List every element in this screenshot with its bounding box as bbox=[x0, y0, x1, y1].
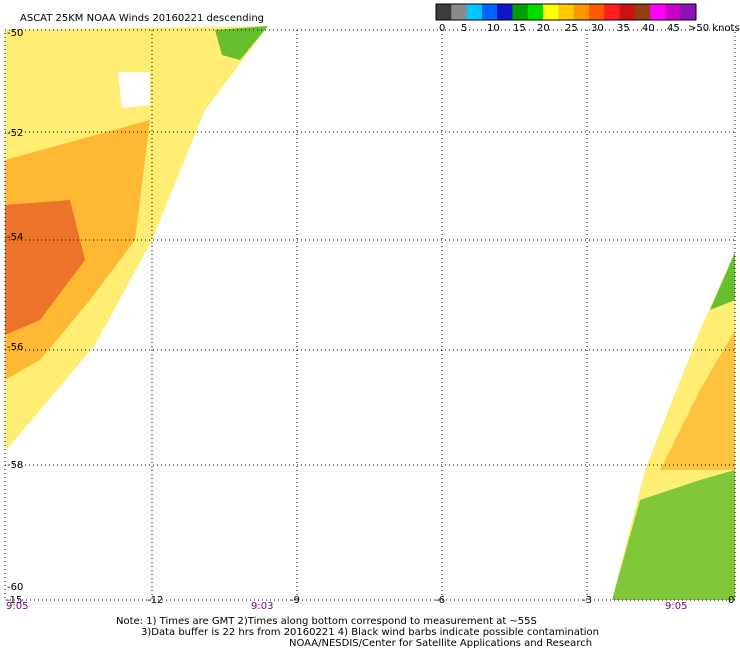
colorbar-border bbox=[435, 3, 697, 21]
colorbar-swatch bbox=[466, 4, 483, 20]
colorbar-label: 0 bbox=[439, 23, 445, 34]
swath-layer bbox=[5, 26, 735, 600]
western-swath-orange bbox=[5, 120, 150, 380]
colorbar-swatch bbox=[665, 4, 682, 20]
colorbar-label: 20 bbox=[537, 23, 550, 34]
colorbar-swatch bbox=[527, 4, 544, 20]
colorbar-label: 40 bbox=[642, 23, 655, 34]
colorbar-swatch bbox=[634, 4, 651, 20]
hole bbox=[118, 72, 150, 108]
longitude-tick: 0 bbox=[728, 595, 734, 606]
latitude-tick: -54 bbox=[7, 232, 23, 243]
latitude-tick: -56 bbox=[7, 342, 23, 353]
pass-time-label: 9:05 bbox=[665, 601, 687, 612]
colorbar-label: >50 knots bbox=[688, 23, 740, 34]
colorbar-swatch bbox=[543, 4, 559, 20]
longitude-tick: -9 bbox=[290, 595, 300, 606]
western-swath-yellow bbox=[5, 26, 268, 448]
footnote-line-2: 3)Data buffer is 22 hrs from 20160221 4)… bbox=[141, 627, 599, 638]
colorbar-swatch bbox=[497, 4, 513, 20]
colorbar-label: 15 bbox=[513, 23, 526, 34]
colorbar-swatch bbox=[451, 4, 468, 20]
colorbar-label: 5 bbox=[461, 23, 467, 34]
colorbar-swatch bbox=[573, 4, 590, 20]
colorbar-swatch bbox=[604, 4, 621, 20]
western-swath-green bbox=[215, 26, 268, 60]
eastern-swath-green-north bbox=[710, 252, 735, 310]
colorbar-swatch bbox=[512, 4, 529, 20]
colorbar-swatch bbox=[558, 4, 575, 20]
latitude-tick: -58 bbox=[7, 460, 23, 471]
colorbar-label: 10 bbox=[487, 23, 500, 34]
colorbar-swatch bbox=[680, 4, 697, 20]
longitude-tick: -3 bbox=[582, 595, 592, 606]
longitude-tick: -12 bbox=[147, 595, 163, 606]
longitude-tick: -6 bbox=[435, 595, 445, 606]
latitude-tick: -60 bbox=[7, 582, 23, 593]
latitude-tick: -50 bbox=[7, 28, 23, 39]
wind-speed-colorbar: 0 5 10 15 20 25 30 35 40 45 >50 knots bbox=[435, 3, 740, 34]
western-swath-red bbox=[5, 200, 85, 335]
eastern-swath-green bbox=[612, 470, 735, 600]
colorbar-swatch bbox=[650, 4, 666, 20]
colorbar-label: 25 bbox=[565, 23, 578, 34]
footnote-line-1: Note: 1) Times are GMT 2)Times along bot… bbox=[116, 616, 537, 627]
axis-labels: -15 -12 -9 -6 -3 0 -50 -52 -54 -56 -58 -60 9:05 9:03 9… bbox=[6, 28, 734, 612]
map-title: ASCAT 25KM NOAA Winds 20160221 descendin… bbox=[20, 13, 264, 24]
map-frame bbox=[4, 29, 736, 601]
eastern-swath-orange bbox=[660, 330, 735, 470]
footnote-line-3: NOAA/NESDIS/Center for Satellite Applica… bbox=[289, 638, 593, 649]
longitude-tick: -15 bbox=[6, 595, 22, 606]
colorbar-swatch bbox=[619, 4, 636, 20]
pass-time-label: 9:03 bbox=[251, 601, 273, 612]
latitude-tick: -52 bbox=[7, 128, 23, 139]
colorbar-label: 35 bbox=[617, 23, 630, 34]
colorbar-label: 45 bbox=[667, 23, 680, 34]
graticule bbox=[5, 30, 735, 600]
pass-time-label: 9:05 bbox=[6, 601, 28, 612]
colorbar-swatch bbox=[588, 4, 605, 20]
colorbar-swatch bbox=[436, 4, 452, 20]
colorbar-swatch bbox=[481, 4, 498, 20]
colorbar-label: 30 bbox=[591, 23, 604, 34]
